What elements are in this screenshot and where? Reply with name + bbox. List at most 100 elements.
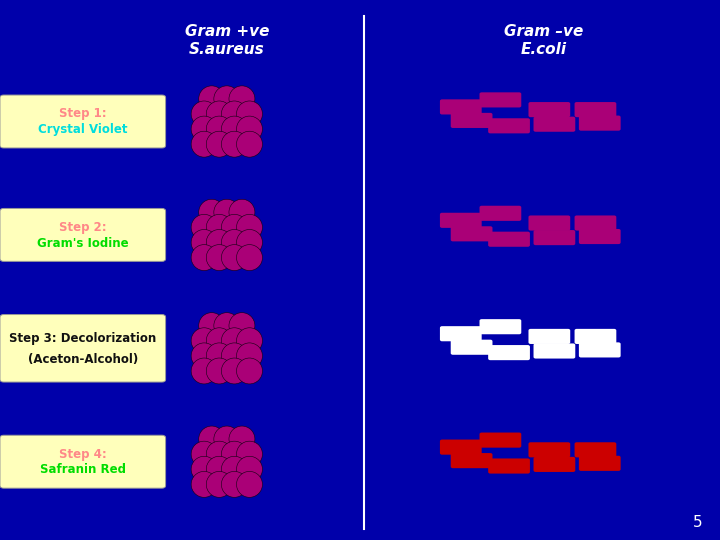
FancyBboxPatch shape [0,314,166,382]
FancyBboxPatch shape [480,206,521,221]
FancyBboxPatch shape [534,230,575,245]
Ellipse shape [214,199,240,225]
Ellipse shape [221,116,248,142]
Ellipse shape [199,86,225,112]
FancyBboxPatch shape [575,102,616,117]
FancyBboxPatch shape [579,116,621,131]
Ellipse shape [191,456,217,482]
Ellipse shape [236,456,263,482]
Ellipse shape [236,471,263,497]
Ellipse shape [191,358,217,384]
Ellipse shape [191,471,217,497]
FancyBboxPatch shape [0,95,166,148]
Text: (Aceton-Alcohol): (Aceton-Alcohol) [27,353,138,366]
Ellipse shape [214,86,240,112]
Ellipse shape [214,426,240,452]
FancyBboxPatch shape [488,458,530,474]
FancyBboxPatch shape [534,117,575,132]
Ellipse shape [221,358,248,384]
FancyBboxPatch shape [488,232,530,247]
Ellipse shape [236,328,263,354]
FancyBboxPatch shape [480,319,521,334]
Ellipse shape [207,358,233,384]
Ellipse shape [207,245,233,271]
FancyBboxPatch shape [534,457,575,472]
Ellipse shape [191,343,217,369]
FancyBboxPatch shape [528,215,570,231]
Ellipse shape [229,426,255,452]
FancyBboxPatch shape [528,442,570,457]
Text: Gram +ve
S.aureus: Gram +ve S.aureus [184,24,269,57]
FancyBboxPatch shape [534,343,575,359]
FancyBboxPatch shape [575,442,616,457]
Ellipse shape [207,214,233,240]
FancyBboxPatch shape [579,342,621,357]
Ellipse shape [236,358,263,384]
FancyBboxPatch shape [451,226,492,241]
Ellipse shape [221,328,248,354]
Ellipse shape [191,441,217,467]
Ellipse shape [236,441,263,467]
Text: Gram's Iodine: Gram's Iodine [37,237,129,249]
FancyBboxPatch shape [451,113,492,128]
Ellipse shape [236,101,263,127]
Ellipse shape [221,101,248,127]
Text: Step 2:: Step 2: [59,221,107,234]
Ellipse shape [221,230,248,255]
Ellipse shape [214,313,240,339]
Ellipse shape [207,328,233,354]
Ellipse shape [199,426,225,452]
Ellipse shape [221,471,248,497]
FancyBboxPatch shape [440,440,482,455]
Text: 5: 5 [693,515,702,530]
Ellipse shape [236,116,263,142]
Ellipse shape [199,199,225,225]
FancyBboxPatch shape [528,102,570,117]
Ellipse shape [207,471,233,497]
FancyBboxPatch shape [440,326,482,341]
Ellipse shape [221,456,248,482]
Ellipse shape [236,214,263,240]
Ellipse shape [191,101,217,127]
Ellipse shape [207,131,233,157]
Ellipse shape [191,131,217,157]
Ellipse shape [221,214,248,240]
Text: Step 4:: Step 4: [59,448,107,461]
Ellipse shape [207,441,233,467]
FancyBboxPatch shape [488,118,530,133]
Ellipse shape [191,230,217,255]
Ellipse shape [236,245,263,271]
FancyBboxPatch shape [451,453,492,468]
Ellipse shape [207,116,233,142]
FancyBboxPatch shape [488,345,530,360]
Ellipse shape [229,86,255,112]
Ellipse shape [207,230,233,255]
Ellipse shape [207,456,233,482]
Ellipse shape [221,131,248,157]
Ellipse shape [191,116,217,142]
Ellipse shape [207,101,233,127]
Ellipse shape [207,343,233,369]
FancyBboxPatch shape [440,213,482,228]
FancyBboxPatch shape [575,329,616,344]
Ellipse shape [191,245,217,271]
FancyBboxPatch shape [480,433,521,448]
FancyBboxPatch shape [579,229,621,244]
Ellipse shape [229,199,255,225]
Ellipse shape [221,441,248,467]
Ellipse shape [236,230,263,255]
FancyBboxPatch shape [0,208,166,261]
FancyBboxPatch shape [579,456,621,471]
Text: Step 3: Decolorization: Step 3: Decolorization [9,332,156,345]
Text: Gram –ve
E.coli: Gram –ve E.coli [504,24,583,57]
Text: Step 1:: Step 1: [59,107,107,120]
Text: Crystal Violet: Crystal Violet [38,123,127,136]
FancyBboxPatch shape [575,215,616,231]
FancyBboxPatch shape [440,99,482,114]
FancyBboxPatch shape [480,92,521,107]
Ellipse shape [221,343,248,369]
Ellipse shape [229,313,255,339]
Text: Safranin Red: Safranin Red [40,463,126,476]
Ellipse shape [236,131,263,157]
Ellipse shape [199,313,225,339]
